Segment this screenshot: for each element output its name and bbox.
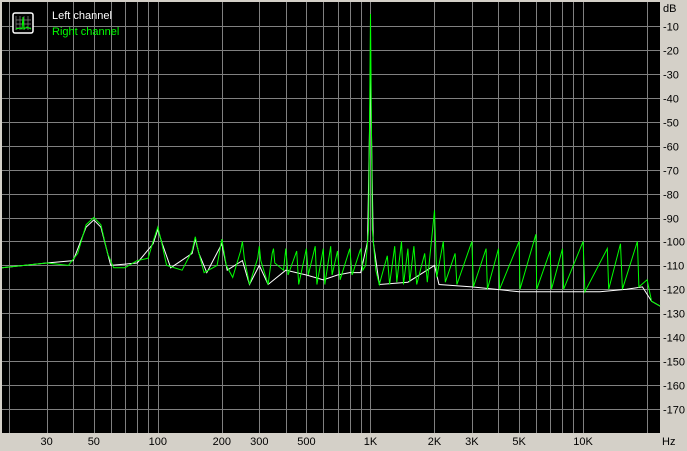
y-tick-label: -80 <box>663 190 679 202</box>
x-tick-label: 500 <box>297 436 315 448</box>
y-tick-label: -40 <box>663 94 679 106</box>
y-tick-label: -60 <box>663 142 679 154</box>
y-tick-label: -160 <box>663 381 685 393</box>
x-tick-label: 2K <box>428 436 442 448</box>
legend: Left channel Right channel <box>12 10 119 38</box>
x-axis-label: Hz <box>662 436 675 448</box>
x-tick-label: 100 <box>149 436 167 448</box>
legend-right-channel: Right channel <box>52 26 119 38</box>
legend-icon <box>12 12 34 34</box>
x-tick-label: 5K <box>512 436 526 448</box>
series-layer <box>1 13 661 307</box>
x-tick-label: 30 <box>41 436 53 448</box>
y-tick-label: -10 <box>663 22 679 34</box>
y-tick-label: -170 <box>663 405 685 417</box>
y-tick-label: -50 <box>663 118 679 130</box>
plot-background <box>2 2 660 433</box>
x-tick-label: 10K <box>573 436 593 448</box>
y-tick-label: -130 <box>663 309 685 321</box>
x-tick-label: 50 <box>88 436 100 448</box>
tick-labels: -10 -20 -30 -40 -50 -60 -70 -80 -90 -100 -110 -120 -… <box>41 22 686 449</box>
y-tick-label: -100 <box>663 237 685 249</box>
y-tick-label: -150 <box>663 357 685 369</box>
legend-left-channel: Left channel <box>52 10 112 22</box>
y-tick-label: -70 <box>663 166 679 178</box>
y-tick-label: -90 <box>663 214 679 226</box>
y-tick-label: -30 <box>663 70 679 82</box>
y-tick-label: -120 <box>663 285 685 297</box>
y-axis-label: dB <box>663 3 676 15</box>
series-line-right-channel <box>1 13 661 307</box>
x-tick-label: 300 <box>250 436 268 448</box>
x-tick-label: 3K <box>465 436 479 448</box>
y-tick-label: -140 <box>663 333 685 345</box>
y-tick-label: -20 <box>663 46 679 58</box>
y-tick-label: -110 <box>663 261 684 273</box>
x-tick-label: 200 <box>213 436 231 448</box>
x-tick-label: 1K <box>364 436 378 448</box>
